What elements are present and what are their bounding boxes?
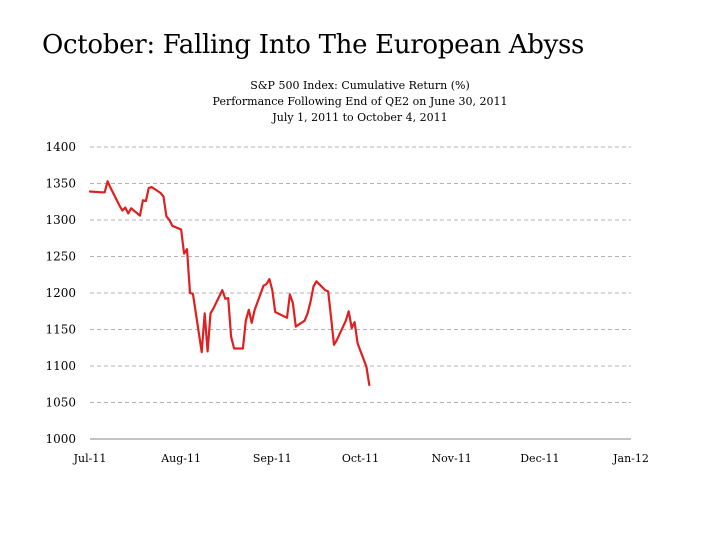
y-tick-label: 1200 — [45, 286, 76, 300]
series-line — [88, 180, 371, 387]
y-tick-label: 1300 — [45, 213, 76, 227]
slide-title: October: Falling Into The European Abyss — [42, 30, 585, 60]
y-tick-label: 1250 — [45, 250, 76, 264]
y-tick-label: 1000 — [45, 432, 76, 446]
y-tick-label: 1400 — [45, 140, 76, 154]
y-tick-label: 1150 — [45, 323, 76, 337]
x-tick-label: Sep-11 — [253, 452, 292, 465]
x-tick-label: Jul-11 — [73, 452, 107, 465]
chart-title: S&P 500 Index: Cumulative Return (%) — [250, 79, 470, 92]
x-tick-label: Aug-11 — [160, 452, 201, 465]
x-tick-label: Oct-11 — [342, 452, 379, 465]
chart-subtitle-dates: July 1, 2011 to October 4, 2011 — [272, 111, 448, 124]
chart-title-block: S&P 500 Index: Cumulative Return (%) Per… — [150, 78, 570, 126]
y-tick-label: 1050 — [45, 396, 76, 410]
x-tick-label: Jan-12 — [612, 452, 649, 465]
y-tick-label: 1100 — [45, 359, 76, 373]
y-tick-label: 1350 — [45, 177, 76, 191]
x-tick-label: Nov-11 — [432, 452, 472, 465]
chart-subtitle: Performance Following End of QE2 on June… — [212, 95, 508, 108]
x-tick-label: Dec-11 — [520, 452, 559, 465]
